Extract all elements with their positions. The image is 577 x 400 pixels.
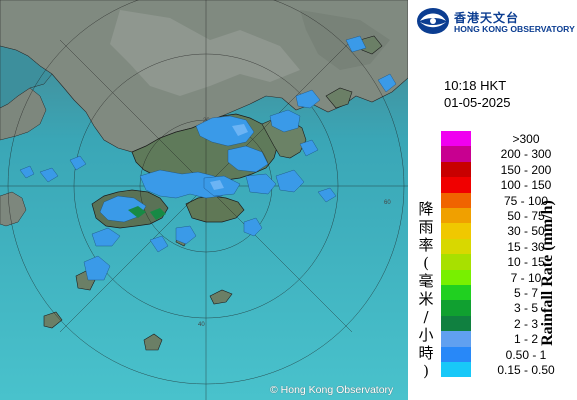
legend-swatch bbox=[441, 285, 471, 301]
western-coast bbox=[0, 87, 47, 141]
legend-label: 30 - 50 bbox=[507, 224, 545, 239]
legend-swatch bbox=[441, 161, 471, 178]
mainland-hills bbox=[110, 10, 300, 96]
legend-label: 2 - 3 bbox=[513, 316, 538, 331]
legend-row: 50 - 75 bbox=[441, 208, 571, 224]
legend-label: 0.15 - 0.50 bbox=[497, 363, 555, 377]
legend-row: 100 - 150 bbox=[441, 177, 571, 193]
legend-label: 15 - 30 bbox=[507, 239, 545, 254]
legend-row: 2 - 3 bbox=[441, 315, 571, 332]
ring-label-60: 60 bbox=[384, 200, 391, 206]
legend-row: 5 - 7 bbox=[441, 285, 571, 301]
legend-label: 1 - 2 bbox=[513, 332, 538, 347]
legend-row: 0.50 - 1 bbox=[441, 346, 571, 362]
legend-row: 0.15 - 0.50 bbox=[441, 362, 571, 378]
island-east-1 bbox=[325, 87, 353, 109]
legend-label: 75 - 100 bbox=[503, 193, 549, 208]
legend-title-zh: 降雨率(毫米 / 小時) bbox=[418, 200, 434, 380]
legend-panel: 香港天文台 HONG KONG OBSERVATORY 10:18 HKT 01… bbox=[408, 0, 577, 400]
mainland-hills-2 bbox=[300, 10, 390, 70]
legend-swatch bbox=[441, 315, 471, 332]
observatory-name-en: HONG KONG OBSERVATORY bbox=[454, 24, 575, 34]
western-coast-south bbox=[0, 191, 27, 227]
legend-label: 100 - 150 bbox=[500, 178, 552, 193]
rain-echoes-light bbox=[210, 124, 248, 190]
legend-row: 7 - 10 bbox=[441, 269, 571, 285]
observatory-logo: 香港天文台 HONG KONG OBSERVATORY bbox=[414, 7, 575, 37]
legend-label: 5 - 7 bbox=[513, 286, 538, 300]
island-south-2 bbox=[143, 333, 163, 351]
legend-label: 200 - 300 bbox=[500, 147, 552, 162]
legend-swatch bbox=[441, 238, 471, 255]
island-south-1 bbox=[209, 289, 233, 305]
legend-swatch bbox=[441, 192, 471, 208]
copyright-text: © Hong Kong Observatory bbox=[270, 384, 394, 396]
observatory-name-zh: 香港天文台 bbox=[454, 11, 520, 25]
legend-row: 75 - 100 bbox=[441, 192, 571, 208]
legend-label: 10 - 15 bbox=[507, 255, 545, 270]
legend-swatch bbox=[441, 300, 471, 316]
radar-date: 01-05-2025 bbox=[444, 95, 511, 110]
legend-label: 7 - 10 bbox=[510, 270, 542, 285]
legend-swatch bbox=[441, 269, 471, 285]
legend-label: 0.50 - 1 bbox=[505, 347, 547, 362]
observatory-logo-icon bbox=[417, 8, 449, 34]
legend-label: 150 - 200 bbox=[500, 162, 552, 177]
legend-swatch bbox=[441, 131, 471, 147]
legend-row: 3 - 5 bbox=[441, 300, 571, 316]
legend-swatch bbox=[441, 346, 471, 362]
legend-swatch bbox=[441, 362, 471, 378]
legend-row: 30 - 50 bbox=[441, 223, 571, 239]
rain-echoes bbox=[19, 35, 397, 281]
legend-swatch bbox=[441, 254, 471, 270]
legend-swatch bbox=[441, 208, 471, 224]
legend-row: 200 - 300 bbox=[441, 146, 571, 162]
legend-row: >300 bbox=[441, 131, 571, 147]
legend-swatch bbox=[441, 146, 471, 162]
radar-time: 10:18 HKT bbox=[444, 78, 507, 93]
legend-swatch bbox=[441, 177, 471, 193]
legend-row: 1 - 2 bbox=[441, 331, 571, 347]
legend-label: >300 bbox=[512, 132, 540, 146]
legend-row: 10 - 15 bbox=[441, 254, 571, 270]
legend-swatch bbox=[441, 223, 471, 239]
legend-row: 150 - 200 bbox=[441, 161, 571, 178]
rain-echoes-moderate bbox=[128, 206, 166, 220]
legend-label: 50 - 75 bbox=[507, 209, 545, 223]
ring-label-40: 40 bbox=[198, 322, 205, 328]
legend-row: 15 - 30 bbox=[441, 238, 571, 255]
legend-label: 3 - 5 bbox=[513, 301, 538, 316]
legend-swatch bbox=[441, 331, 471, 347]
radar-map: 20 40 60 bbox=[0, 0, 408, 400]
